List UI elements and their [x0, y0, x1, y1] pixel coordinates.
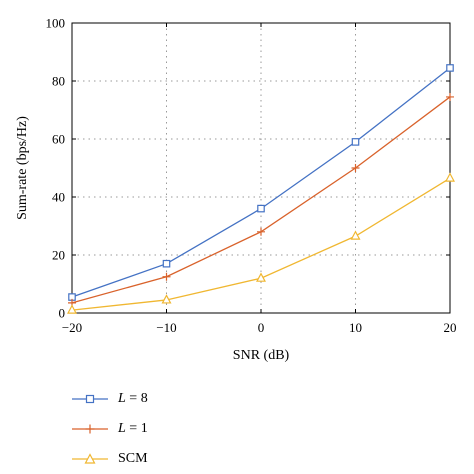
y-tick-label: 100 — [46, 16, 66, 31]
grid — [72, 23, 450, 313]
y-tick-label: 40 — [52, 190, 65, 205]
legend-label-l8: L = 8 — [118, 391, 148, 406]
data-point-l-1 — [446, 92, 454, 101]
data-point-l-8 — [257, 204, 265, 213]
legend-item-l1: L = 1 — [72, 414, 148, 444]
legend-swatch-l1 — [72, 424, 108, 434]
y-tick-label: 80 — [52, 74, 65, 89]
data-point-scm — [161, 294, 172, 304]
series-scm — [67, 172, 455, 314]
data-point-l-1 — [257, 227, 265, 236]
data-point-l-1 — [162, 272, 171, 281]
legend-item-l8: L = 8 — [72, 384, 148, 414]
series-l-1 — [68, 92, 454, 307]
y-tick-label: 20 — [52, 248, 65, 263]
data-point-scm — [67, 304, 77, 314]
legend: L = 8 L = 1 SCM — [72, 384, 148, 474]
data-point-l-8 — [162, 259, 171, 268]
x-tick-label: 20 — [444, 320, 457, 335]
axis-ticks: −20 −10 0 10 20 0 20 40 60 80 100 — [46, 16, 457, 336]
data-point-l-8 — [446, 64, 454, 72]
y-tick-label: 60 — [52, 132, 65, 147]
y-axis-label: Sum-rate (bps/Hz) — [15, 116, 30, 220]
x-tick-label: −10 — [156, 320, 176, 335]
x-tick-label: 0 — [258, 320, 265, 335]
legend-item-scm: SCM — [72, 444, 148, 474]
x-axis-label: SNR (dB) — [233, 348, 290, 363]
x-tick-label: 10 — [349, 320, 362, 335]
chart: −20 −10 0 10 20 0 20 40 60 80 100 SNR (dB) Sum-rat… — [15, 16, 457, 364]
legend-swatch-scm — [72, 453, 108, 464]
plot-frame — [71, 22, 451, 314]
data-point-scm — [256, 272, 266, 282]
data-point-scm — [445, 172, 455, 182]
data-point-scm — [350, 230, 361, 240]
y-tick-label: 0 — [59, 306, 66, 321]
legend-label-l1: L = 1 — [118, 421, 148, 436]
legend-swatch-l8 — [72, 394, 108, 404]
series-layer — [67, 64, 455, 314]
data-point-l-1 — [351, 164, 360, 172]
x-tick-label: −20 — [62, 320, 82, 335]
legend-label-scm: SCM — [118, 451, 148, 466]
data-point-l-8 — [351, 138, 360, 146]
